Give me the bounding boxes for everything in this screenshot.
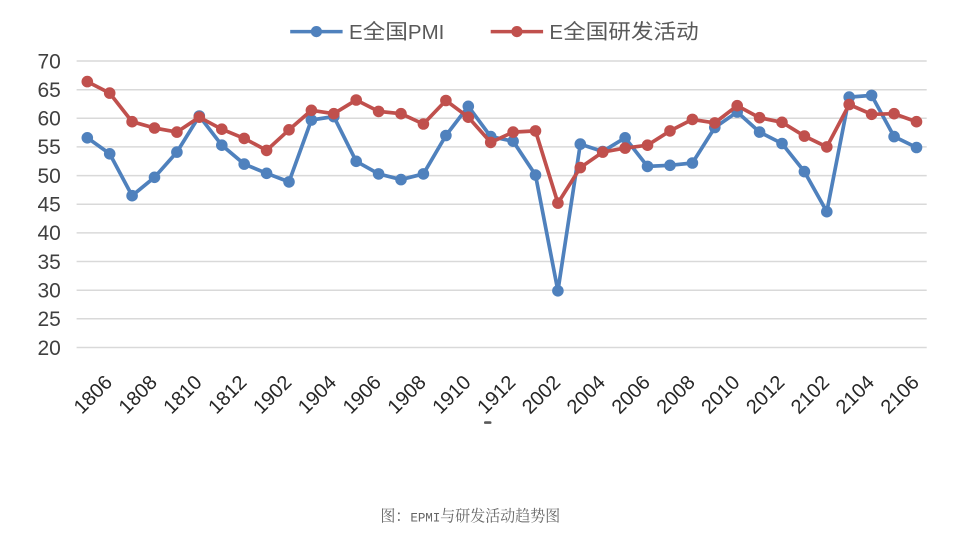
svg-text:70: 70 [37, 50, 60, 73]
svg-text:EPMI: EPMI [410, 512, 440, 526]
svg-text:60: 60 [37, 108, 60, 131]
svg-text:E: E [349, 21, 363, 44]
svg-text:25: 25 [37, 308, 60, 331]
svg-text:20: 20 [37, 337, 60, 360]
svg-text:50: 50 [37, 165, 60, 188]
svg-text:30: 30 [37, 280, 60, 303]
svg-text:40: 40 [37, 222, 60, 245]
svg-text:35: 35 [37, 251, 60, 274]
svg-text:45: 45 [37, 194, 60, 217]
svg-text:55: 55 [37, 136, 60, 159]
svg-text:65: 65 [37, 79, 60, 102]
svg-text:E: E [549, 21, 563, 44]
svg-text:PMI: PMI [408, 21, 444, 44]
